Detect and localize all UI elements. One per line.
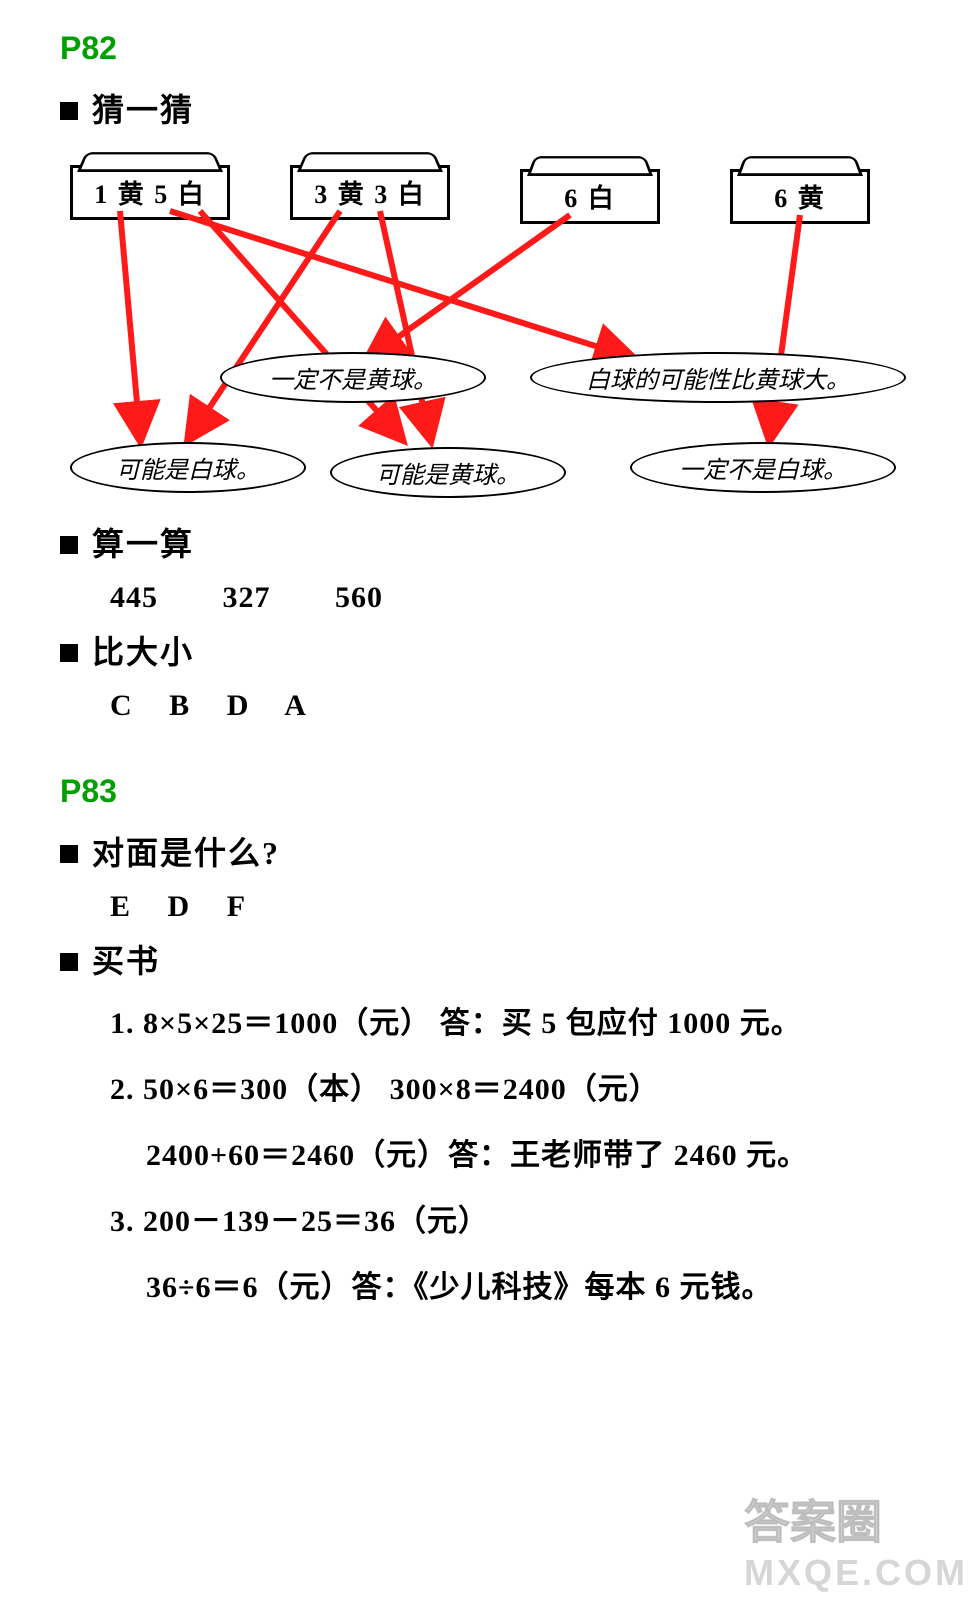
compare-answer: B [169,689,189,722]
box-label: 3 黄 3 白 [314,180,426,209]
page-label-p82: P82 [60,30,936,67]
bullet-icon [60,953,78,971]
section-buybook-title: 买书 [60,936,936,982]
section-opposite-title: 对面是什么? [60,828,936,874]
guess-title-text: 猜一猜 [92,92,194,128]
opposite-title-text: 对面是什么? [92,835,280,871]
opposite-answer: E [110,890,130,923]
buybook-title-text: 买书 [92,943,160,979]
box-label: 1 黄 5 白 [94,180,206,209]
guess-diagram: 1 黄 5 白 3 黄 3 白 6 白 6 黄 [70,147,940,507]
compare-answers: C B D A [110,689,936,723]
opposite-answer: D [168,890,190,923]
calc-value: 560 [335,581,383,614]
box-label: 6 黄 [774,184,826,213]
stmt-label: 白球的可能性比黄球大。 [586,368,850,394]
stmt-label: 一定不是黄球。 [269,368,437,394]
box-lid [527,156,653,176]
stmt-maybe-white: 可能是白球。 [70,442,306,493]
buybook-line: 2. 50×6＝300（本） 300×8＝2400（元） [110,1064,936,1108]
calc-title-text: 算一算 [92,526,194,562]
calc-values: 445 327 560 [110,581,936,615]
compare-title-text: 比大小 [92,634,194,670]
stmt-not-white: 一定不是白球。 [630,442,896,493]
buybook-line: 2400+60＝2460（元）答：王老师带了 2460 元。 [146,1130,936,1174]
compare-answer: C [110,689,132,722]
buybook-line: 1. 8×5×25＝1000（元） 答：买 5 包应付 1000 元。 [110,998,936,1042]
stmt-label: 可能是白球。 [116,458,260,484]
box-1y5w: 1 黄 5 白 [70,165,230,220]
page-label-p83: P83 [60,773,936,810]
opposite-answers: E D F [110,890,936,924]
compare-answer: D [227,689,249,722]
stmt-maybe-yellow: 可能是黄球。 [330,447,566,498]
section-calc-title: 算一算 [60,519,936,565]
section-compare-title: 比大小 [60,627,936,673]
buybook-line: 36÷6＝6（元）答：《少儿科技》每本 6 元钱。 [146,1262,936,1306]
box-label: 6 白 [564,184,616,213]
watermark-url: MXQE.COM [744,1552,968,1593]
buybook-line: 3. 200－139－25＝36（元） [110,1196,936,1240]
calc-value: 327 [223,581,271,614]
bullet-icon [60,102,78,120]
box-lid [737,156,863,176]
stmt-label: 可能是黄球。 [376,463,520,489]
watermark-cn: 答案圈 [744,1496,882,1548]
opposite-answer: F [227,890,245,923]
calc-value: 445 [110,581,158,614]
box-6y: 6 黄 [730,169,870,224]
compare-answer: A [284,689,306,722]
watermark: 答案圈 MXQE.COM [744,1486,968,1594]
box-lid [297,152,443,172]
page-root: P82 猜一猜 1 黄 5 白 3 黄 3 白 6 白 6 黄 [0,0,976,1600]
bullet-icon [60,845,78,863]
stmt-label: 一定不是白球。 [679,458,847,484]
stmt-not-yellow: 一定不是黄球。 [220,352,486,403]
bullet-icon [60,644,78,662]
stmt-white-greater: 白球的可能性比黄球大。 [530,352,906,403]
bullet-icon [60,536,78,554]
box-3y3w: 3 黄 3 白 [290,165,450,220]
section-guess-title: 猜一猜 [60,85,936,131]
box-lid [77,152,223,172]
box-6w: 6 白 [520,169,660,224]
